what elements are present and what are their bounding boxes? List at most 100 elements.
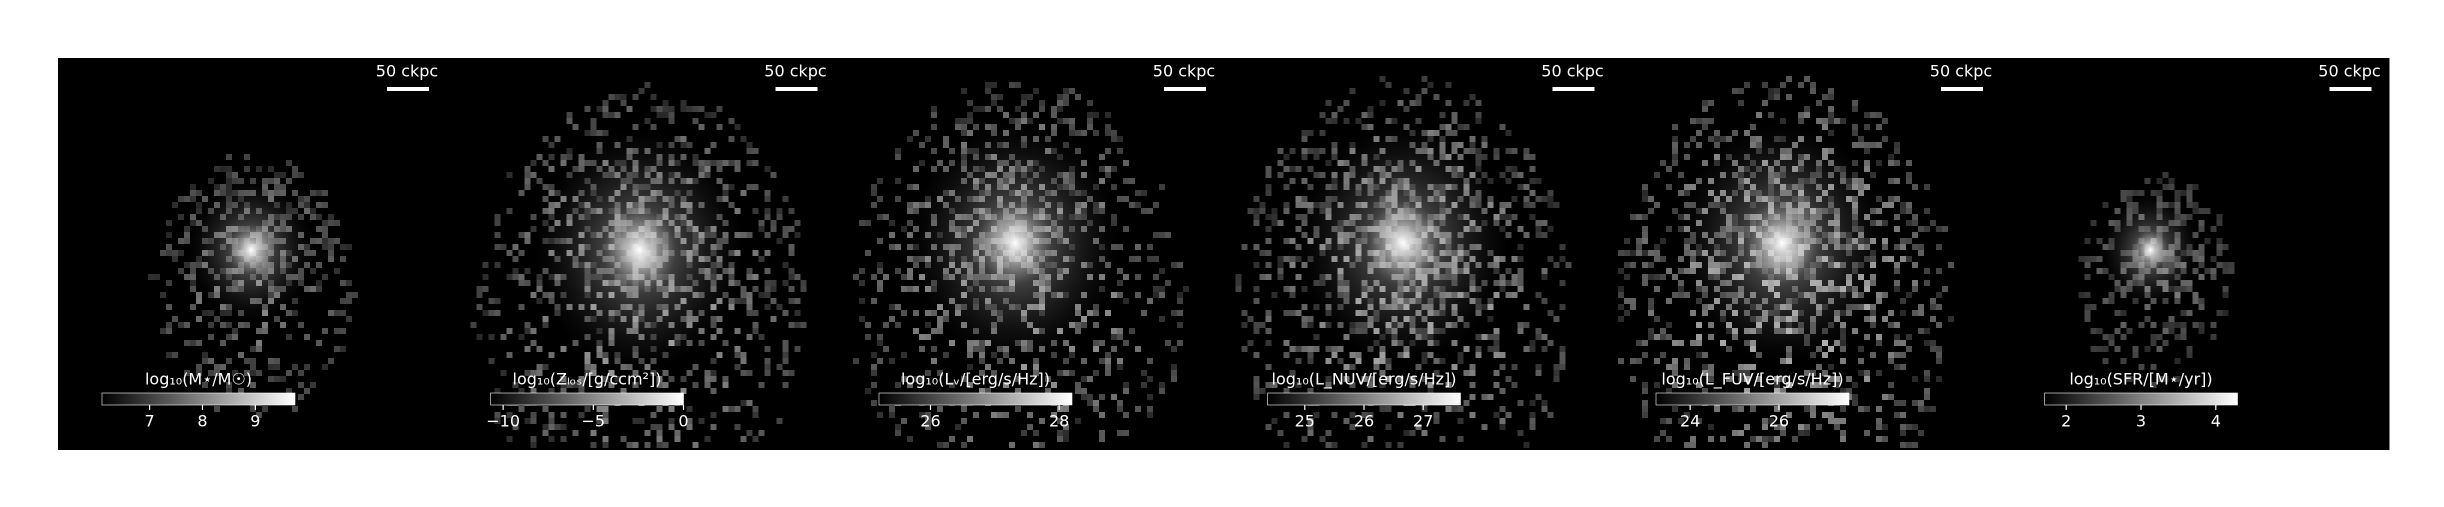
pixel (1882, 394, 1888, 400)
pixel (1553, 364, 1560, 370)
pixel (572, 382, 579, 388)
pixel (1147, 256, 1153, 262)
pixel (1858, 370, 1864, 376)
pixel (1858, 358, 1864, 364)
pixel (1271, 418, 1278, 424)
pixel (250, 364, 256, 370)
pixel (1750, 436, 1756, 442)
pixel (1912, 220, 1918, 226)
pixel (1469, 364, 1476, 370)
pixel (536, 364, 543, 370)
pixel (919, 334, 925, 340)
pixel (692, 118, 699, 124)
pixel (1930, 220, 1936, 226)
pixel (590, 364, 597, 370)
pixel (1283, 166, 1290, 172)
pixel (1111, 184, 1117, 190)
pixel (1642, 388, 1648, 394)
pixel (1894, 322, 1900, 328)
pixel (1714, 142, 1720, 148)
pixel (1451, 130, 1458, 136)
pixel (1876, 418, 1882, 424)
pixel (1553, 316, 1560, 322)
pixel (310, 286, 316, 292)
pixel (1523, 304, 1530, 310)
pixel (1870, 352, 1876, 358)
pixel (1063, 100, 1069, 106)
pixel (1720, 340, 1726, 346)
pixel (560, 412, 567, 418)
pixel (644, 82, 651, 88)
pixel (752, 160, 759, 166)
pixel (1888, 256, 1894, 262)
pixel (1093, 406, 1099, 412)
pixel (1642, 238, 1648, 244)
pixel (1457, 436, 1464, 442)
pixel (919, 412, 925, 418)
pixel (1135, 292, 1141, 298)
pixel (1283, 286, 1290, 292)
pixel (286, 388, 292, 394)
pixel (596, 418, 603, 424)
pixel (991, 412, 997, 418)
pixel (1738, 100, 1744, 106)
pixel (476, 334, 483, 340)
pixel (208, 334, 214, 340)
pixel (1349, 424, 1356, 430)
pixel (1768, 112, 1774, 118)
pixel (1015, 406, 1021, 412)
pixel (1547, 412, 1554, 418)
pixel (1349, 352, 1356, 358)
pixel (608, 112, 615, 118)
pixel (656, 112, 663, 118)
pixel (340, 256, 346, 262)
pixel (1057, 406, 1063, 412)
pixel (1511, 166, 1518, 172)
pixel (1912, 442, 1918, 448)
pixel (1063, 430, 1069, 436)
pixel (985, 88, 991, 94)
pixel (788, 250, 795, 256)
pixel (2228, 268, 2235, 274)
pixel (764, 250, 771, 256)
pixel (244, 166, 250, 172)
pixel (250, 370, 256, 376)
pixel (1648, 208, 1654, 214)
colorbar-label: log₁₀(M⋆/M☉) (145, 370, 252, 389)
pixel (1912, 376, 1918, 382)
pixel (859, 220, 865, 226)
pixel (1147, 208, 1153, 214)
pixel (913, 184, 919, 190)
pixel (1882, 202, 1888, 208)
pixel (1313, 154, 1320, 160)
pixel (1918, 430, 1924, 436)
pixel (1517, 256, 1524, 262)
pixel (1642, 274, 1648, 280)
pixel (1618, 316, 1624, 322)
pixel (680, 100, 687, 106)
pixel (1349, 382, 1356, 388)
pixel (782, 358, 789, 364)
pixel (1642, 412, 1648, 418)
pixel (668, 376, 675, 382)
pixel (770, 220, 777, 226)
pixel (1105, 352, 1111, 358)
scalebar-label: 50 ckpc (1541, 62, 1603, 81)
pixel (1864, 124, 1870, 130)
pixel (2192, 292, 2199, 298)
pixel (1666, 184, 1672, 190)
pixel (1523, 346, 1530, 352)
pixel (1702, 100, 1708, 106)
pixel (1265, 166, 1272, 172)
pixel (1630, 250, 1636, 256)
pixel (316, 238, 322, 244)
pixel (328, 244, 334, 250)
pixel (1547, 256, 1554, 262)
pixel (1900, 310, 1906, 316)
pixel (1618, 304, 1624, 310)
pixel (2114, 310, 2121, 316)
pixel (1253, 328, 1260, 334)
pixel (1786, 412, 1792, 418)
pixel (1630, 298, 1636, 304)
pixel (1894, 364, 1900, 370)
